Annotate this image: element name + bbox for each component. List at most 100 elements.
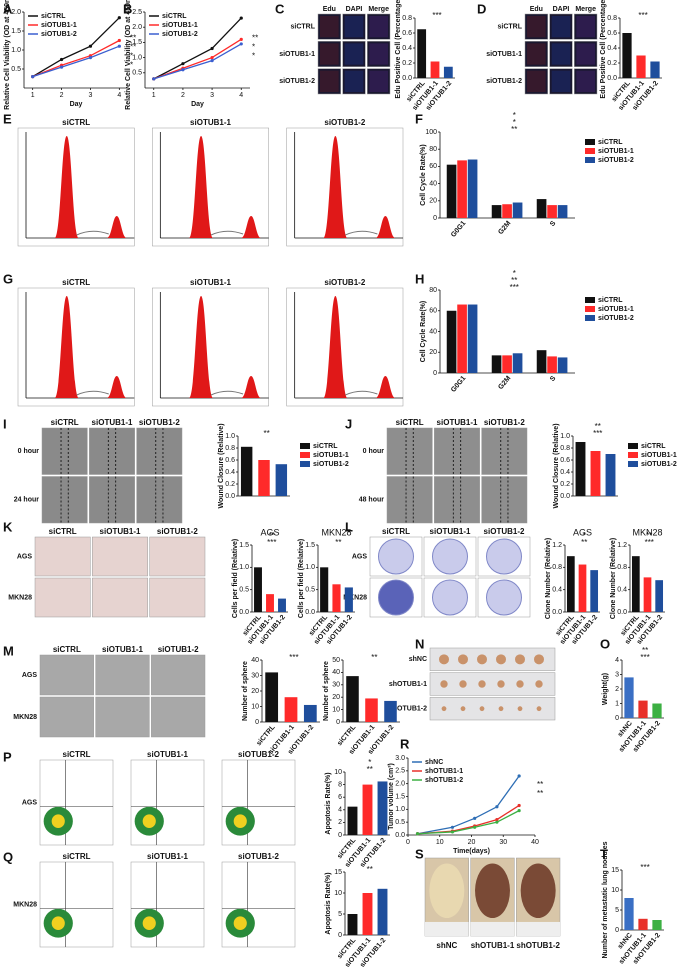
column-label: siOTUB1-1 bbox=[147, 750, 188, 759]
point bbox=[473, 825, 477, 829]
y-tick-label: 0.6 bbox=[225, 457, 235, 464]
legend-label: siOTUB1-2 bbox=[598, 157, 634, 164]
point bbox=[495, 818, 499, 822]
column-label: siCTRL bbox=[51, 418, 79, 427]
significance: ** bbox=[642, 646, 648, 655]
column-label: Edu bbox=[530, 6, 543, 13]
bar bbox=[643, 577, 652, 612]
significance: * bbox=[130, 61, 133, 70]
bar bbox=[512, 202, 523, 218]
legend-label: siOTUB1-1 bbox=[598, 148, 634, 155]
legend-label: siCTRL bbox=[641, 443, 666, 450]
tumor bbox=[497, 680, 505, 688]
x-tick-label: G2M bbox=[497, 220, 512, 236]
y-axis-label: Apoptosis Rate(%) bbox=[325, 772, 332, 834]
column-label: siOTUB1-1 bbox=[437, 418, 478, 427]
point bbox=[88, 56, 93, 60]
significance: * bbox=[513, 269, 516, 278]
row-label: MKN28 bbox=[343, 594, 367, 601]
significance: *** bbox=[289, 653, 298, 662]
histogram bbox=[375, 216, 396, 238]
y-tick-label: 0 bbox=[615, 927, 619, 934]
image bbox=[34, 577, 91, 618]
histogram bbox=[210, 230, 244, 236]
y-tick-label: 10 bbox=[251, 703, 259, 710]
image bbox=[92, 577, 148, 618]
significance: ** bbox=[537, 789, 543, 798]
histogram bbox=[106, 376, 127, 398]
bar bbox=[638, 918, 648, 930]
histogram bbox=[210, 390, 244, 396]
y-tick-label: 0 bbox=[433, 215, 437, 222]
y-tick-label: 4 bbox=[338, 807, 342, 814]
x-tick-label: 30 bbox=[499, 839, 507, 846]
column-label: siOTUB1-1 bbox=[190, 278, 231, 287]
significance: ** bbox=[511, 276, 517, 285]
point bbox=[181, 68, 185, 72]
ruler bbox=[425, 921, 469, 936]
y-tick-label: 0.0 bbox=[607, 75, 617, 82]
bar bbox=[605, 454, 616, 496]
point bbox=[517, 774, 521, 778]
row-label: siOTUB1-1 bbox=[486, 51, 522, 58]
legend-swatch bbox=[300, 443, 310, 449]
cluster bbox=[51, 916, 65, 930]
y-tick-label: 1.0 bbox=[225, 433, 235, 440]
y-tick-label: 1.5 bbox=[395, 793, 405, 800]
y-tick-label: 2.0 bbox=[11, 9, 21, 16]
stain bbox=[320, 70, 339, 92]
bar bbox=[467, 159, 478, 218]
panel-letter: L bbox=[345, 519, 353, 534]
y-tick-label: 80 bbox=[429, 287, 437, 294]
legend-swatch bbox=[585, 148, 595, 154]
tumor bbox=[517, 706, 523, 712]
bar bbox=[578, 564, 587, 612]
y-tick-label: 8 bbox=[338, 781, 342, 788]
stain bbox=[344, 70, 364, 92]
line bbox=[153, 17, 242, 80]
y-tick-label: 0 bbox=[336, 719, 340, 726]
y-tick-label: 0.0 bbox=[617, 609, 627, 616]
bar bbox=[502, 204, 512, 218]
significance: ** bbox=[537, 780, 543, 789]
y-tick-label: 0.8 bbox=[617, 564, 627, 571]
row-label: shNC bbox=[409, 656, 427, 663]
y-tick-label: 0.5 bbox=[132, 70, 142, 77]
y-tick-label: 60 bbox=[429, 163, 437, 170]
x-axis-label: Day bbox=[70, 101, 83, 108]
y-tick-label: 0.0 bbox=[402, 75, 412, 82]
y-axis-label: Weight(g) bbox=[602, 673, 609, 705]
y-tick-label: 0.0 bbox=[560, 493, 570, 500]
point bbox=[117, 16, 121, 20]
x-axis-label: Time(days) bbox=[453, 848, 490, 855]
bar bbox=[254, 567, 262, 612]
row-label: shOTUB1-1 bbox=[389, 681, 427, 688]
histogram bbox=[76, 390, 109, 396]
lung bbox=[429, 863, 465, 919]
column-label: siOTUB1-2 bbox=[238, 750, 279, 759]
image bbox=[41, 476, 88, 524]
image bbox=[136, 476, 183, 524]
point bbox=[152, 77, 156, 81]
column-label: DAPI bbox=[553, 6, 570, 13]
bar bbox=[491, 355, 502, 373]
image bbox=[481, 427, 528, 475]
y-tick-label: 10 bbox=[334, 890, 342, 897]
panel-letter: M bbox=[3, 643, 14, 658]
legend-label: siOTUB1-1 bbox=[41, 22, 77, 29]
y-tick-label: 0.6 bbox=[402, 30, 412, 37]
lung bbox=[520, 863, 556, 919]
image bbox=[149, 577, 206, 618]
bar bbox=[557, 357, 568, 373]
point bbox=[517, 809, 521, 813]
y-tick-label: 0.2 bbox=[560, 481, 570, 488]
y-tick-label: 1.0 bbox=[395, 806, 405, 813]
row-label: AGS bbox=[17, 553, 33, 560]
y-axis-label: Clone Number (Relative) bbox=[545, 538, 552, 619]
row-label: 0 hour bbox=[18, 448, 40, 455]
bar bbox=[650, 61, 660, 78]
y-tick-label: 1.5 bbox=[11, 28, 21, 35]
significance: ** bbox=[511, 125, 517, 134]
tumor bbox=[516, 680, 524, 688]
legend-label: siCTRL bbox=[598, 297, 623, 304]
